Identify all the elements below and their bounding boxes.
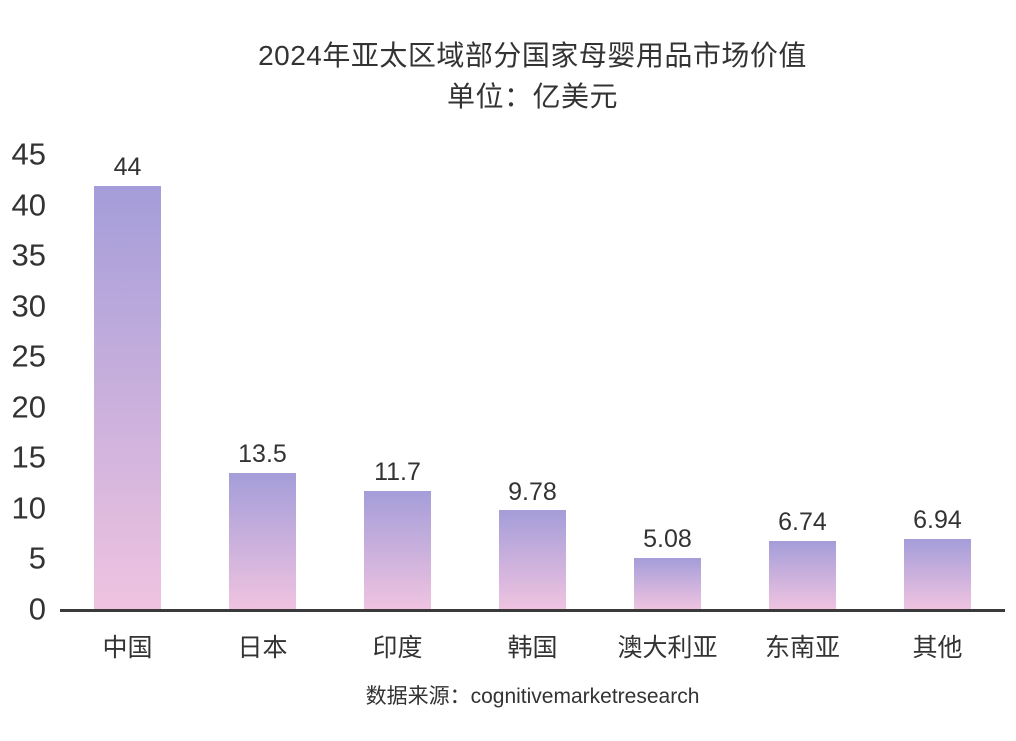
bar	[768, 540, 837, 609]
y-axis: 0 5 10 15 20 25 30 35 40 45	[0, 139, 60, 625]
x-axis-category-label: 日本	[237, 634, 288, 662]
bar-column: 6.74	[735, 154, 870, 609]
bar-column: 11.7	[330, 154, 465, 609]
bar-value-label: 44	[113, 153, 142, 181]
x-axis-labels: 中国 日本 印度 韩国 澳大利亚 东南亚 其他	[60, 632, 1005, 664]
bar-value-label: 6.74	[778, 508, 827, 537]
plot-area: 44 13.5 11.7 9.78 5.08 6.74 6.94	[60, 153, 1005, 612]
y-axis-tick-label: 45	[11, 136, 46, 172]
bar-value-label: 11.7	[374, 458, 421, 487]
bar-value-label: 5.08	[643, 525, 692, 554]
y-axis-tick-label: 20	[11, 389, 46, 425]
data-source: 数据来源：cognitivemarketresearch	[365, 685, 700, 708]
bar	[228, 472, 297, 609]
bar	[498, 510, 567, 609]
x-axis-category-label: 澳大利亚	[617, 634, 718, 662]
bar-column: 13.5	[195, 154, 330, 609]
x-axis-category-label: 东南亚	[764, 634, 840, 662]
y-axis-tick-label: 30	[11, 288, 46, 324]
chart-subtitle: 单位：亿美元	[446, 81, 618, 112]
x-axis-category-label: 中国	[102, 634, 153, 662]
x-axis-category-label: 韩国	[507, 634, 558, 662]
bar-value-label: 6.94	[913, 506, 962, 535]
y-axis-tick-label: 25	[11, 338, 46, 374]
chart-area: 0 5 10 15 20 25 30 35 40 45 44 13.5 11.7 9.78 5.08 6.7…	[0, 139, 1005, 625]
y-axis-tick-label: 0	[28, 591, 46, 627]
y-axis-tick-label: 10	[11, 490, 46, 526]
bar-column: 44	[60, 153, 195, 609]
y-axis-tick-label: 35	[11, 237, 46, 273]
bar-column: 9.78	[465, 154, 600, 609]
bar-value-label: 13.5	[238, 440, 287, 468]
x-axis-category-label: 其他	[912, 634, 963, 662]
y-axis-tick-label: 5	[28, 540, 46, 576]
bar	[903, 538, 972, 609]
bar	[363, 490, 432, 609]
chart-header: 2024年亚太区域部分国家母婴用品市场价值 单位：亿美元	[60, 36, 1005, 118]
y-axis-tick-label: 40	[11, 187, 46, 223]
bar-column: 5.08	[600, 154, 735, 609]
bar-column: 6.94	[870, 154, 1005, 609]
x-axis-category-label: 印度	[372, 634, 423, 662]
bar	[93, 185, 162, 609]
bar-value-label: 9.78	[508, 477, 557, 506]
bar	[633, 557, 702, 609]
chart-title: 2024年亚太区域部分国家母婴用品市场价值	[258, 40, 807, 71]
y-axis-tick-label: 15	[11, 439, 46, 475]
